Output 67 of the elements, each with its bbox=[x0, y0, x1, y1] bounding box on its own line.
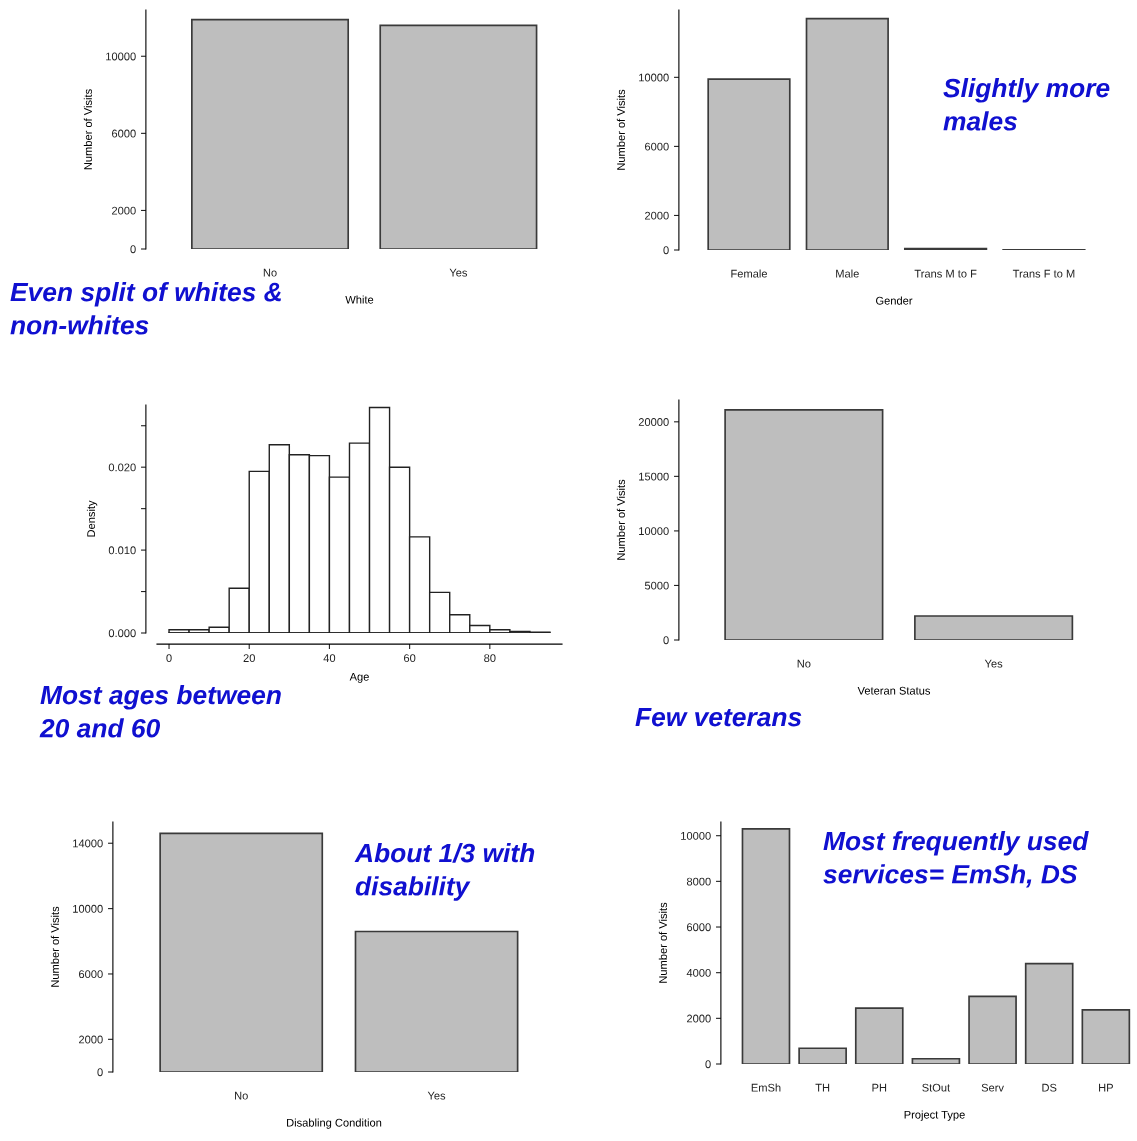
x-tick-label: PH bbox=[872, 1083, 887, 1092]
y-tick-label: 15000 bbox=[639, 472, 669, 481]
x-tick-label: 80 bbox=[484, 654, 496, 662]
y-tick-label: 10000 bbox=[73, 904, 103, 913]
y-tick-label: 10000 bbox=[639, 73, 669, 82]
x-tick-label: StOut bbox=[922, 1083, 951, 1092]
x-tick-label: Male bbox=[836, 269, 859, 278]
annotation: Slightly more males bbox=[943, 78, 1110, 131]
y-tick-label: 5000 bbox=[644, 581, 669, 590]
x-tick-label: No bbox=[263, 268, 277, 277]
x-axis-title: Disabling Condition bbox=[287, 1118, 382, 1129]
y-tick-label: 0 bbox=[663, 636, 669, 645]
y-tick-label: 0.020 bbox=[108, 463, 136, 472]
y-tick-label: 4000 bbox=[686, 968, 711, 977]
y-axis-title: Density bbox=[86, 500, 98, 537]
y-tick-label: 10000 bbox=[639, 527, 669, 536]
y-tick-label: 0.010 bbox=[108, 546, 136, 555]
y-axis-title: Number of Visits bbox=[616, 89, 625, 170]
text: Most ages between 20 and 60 bbox=[39, 685, 281, 738]
y-tick-label: 6000 bbox=[645, 142, 669, 151]
text: Few veterans bbox=[635, 707, 802, 727]
annotation: Most frequently used services= EmSh, DS bbox=[823, 831, 1089, 888]
y-axis-title: Number of Visits bbox=[616, 479, 625, 560]
x-tick-label: Yes bbox=[984, 659, 1003, 668]
x-tick-label: Trans M to F bbox=[914, 269, 977, 278]
y-tick-label: 2000 bbox=[79, 1035, 103, 1044]
x-tick-label: HP bbox=[1099, 1083, 1113, 1092]
y-tick-label: 6000 bbox=[79, 970, 103, 979]
y-tick-label: 10000 bbox=[681, 831, 711, 840]
y-tick-label: 0 bbox=[705, 1060, 711, 1069]
y-tick-label: 0 bbox=[130, 245, 136, 254]
y-tick-label: 14000 bbox=[73, 839, 103, 848]
x-tick-label: 40 bbox=[323, 654, 336, 662]
y-tick-label: 6000 bbox=[687, 923, 711, 932]
x-tick-label: TH bbox=[815, 1083, 830, 1092]
text: Even split of whites & non-whites bbox=[10, 282, 282, 335]
x-tick-label: EmSh bbox=[751, 1083, 781, 1092]
x-tick-label: 60 bbox=[404, 654, 416, 662]
y-axis-title: Number of Visits bbox=[50, 906, 59, 987]
x-tick-label: DS bbox=[1042, 1083, 1057, 1092]
x-tick-label: Yes bbox=[427, 1091, 446, 1100]
y-tick-label: 0.000 bbox=[108, 629, 136, 638]
y-tick-label: 8000 bbox=[686, 877, 711, 886]
y-tick-label: 20000 bbox=[638, 418, 669, 426]
x-tick-label: Female bbox=[731, 269, 768, 278]
x-tick-label: No bbox=[797, 659, 811, 668]
x-axis-title: Project Type bbox=[904, 1110, 965, 1121]
x-tick-label: Trans F to M bbox=[1012, 269, 1075, 278]
annotation: About 1/3 with disability bbox=[354, 843, 535, 901]
x-axis-title: Gender bbox=[876, 296, 913, 305]
x-tick-label: 0 bbox=[166, 654, 172, 662]
y-tick-label: 2000 bbox=[645, 211, 669, 220]
y-tick-label: 6000 bbox=[112, 129, 136, 138]
x-axis-title: Age bbox=[349, 672, 369, 683]
y-axis-title: Number of Visits bbox=[83, 89, 92, 170]
x-axis-title: White bbox=[345, 295, 374, 304]
y-tick-label: 2000 bbox=[687, 1014, 711, 1023]
x-tick-label: No bbox=[235, 1091, 248, 1100]
y-axis-title: Number of Visits bbox=[658, 902, 667, 983]
y-tick-label: 0 bbox=[97, 1068, 103, 1077]
y-tick-label: 2000 bbox=[112, 206, 136, 215]
x-tick-label: Serv bbox=[981, 1083, 1004, 1092]
x-tick-label: Yes bbox=[449, 268, 468, 277]
y-tick-label: 10000 bbox=[106, 52, 136, 61]
x-tick-label: 20 bbox=[243, 654, 255, 662]
y-tick-label: 0 bbox=[663, 246, 669, 255]
x-axis-title: Veteran Status bbox=[857, 686, 931, 695]
